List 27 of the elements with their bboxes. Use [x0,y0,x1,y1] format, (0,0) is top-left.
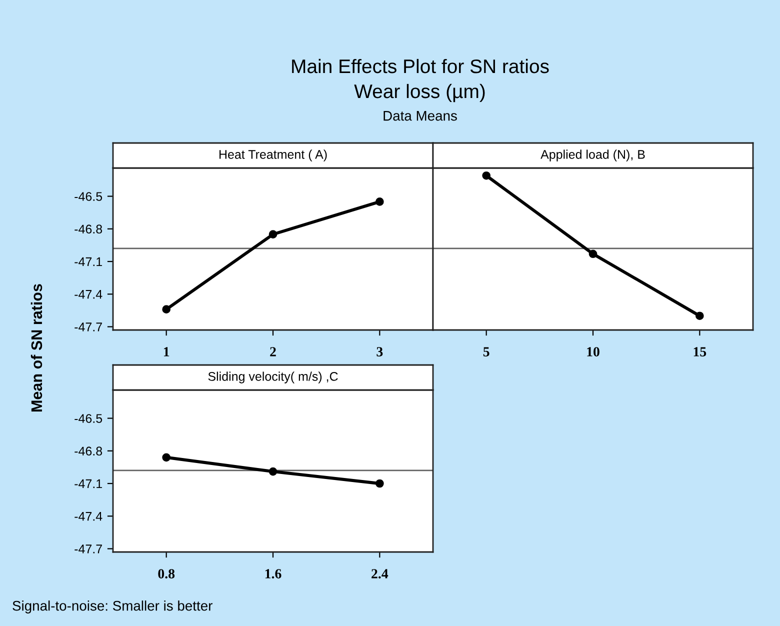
x-tick-label: 15 [694,347,706,356]
y-tick-label: -46.8 [74,446,102,456]
y-tick-label: -47.1 [74,479,102,488]
text: Main Effects Plot for SN ratios [292,58,549,74]
y-tick-label: -47.7 [74,322,102,332]
y-tick-label: -46.5 [74,414,102,423]
text: Signal-to-noise: Smaller is better [12,600,212,614]
y-tick-label: -47.4 [74,512,102,521]
chart-title: Applied load (N), B [540,150,645,162]
chart-title: Sliding velocity( m/s) ,C [208,372,338,384]
y-axis-title: Mean of SN ratios [30,284,42,412]
x-tick-label: 2 [270,347,276,356]
y-tick-label: -47.1 [74,257,102,266]
x-tick-label: 1 [164,347,170,356]
y-tick-label: -46.8 [74,224,102,234]
y-tick-label: -47.7 [74,544,102,554]
chart-title: Heat Treatment ( A) [219,150,327,162]
x-tick-label: 3 [376,347,383,356]
x-tick-label: 2.4 [372,569,388,578]
text: Wear loss (µm) [354,84,485,102]
x-tick-label: 10 [587,347,600,356]
text: Data Means [384,111,457,121]
y-tick-label: -46.5 [74,192,102,201]
x-tick-label: 5 [483,347,490,356]
y-tick-label: -47.4 [74,290,102,299]
x-tick-label: 0.8 [158,569,175,578]
x-tick-label: 1.6 [265,569,282,578]
